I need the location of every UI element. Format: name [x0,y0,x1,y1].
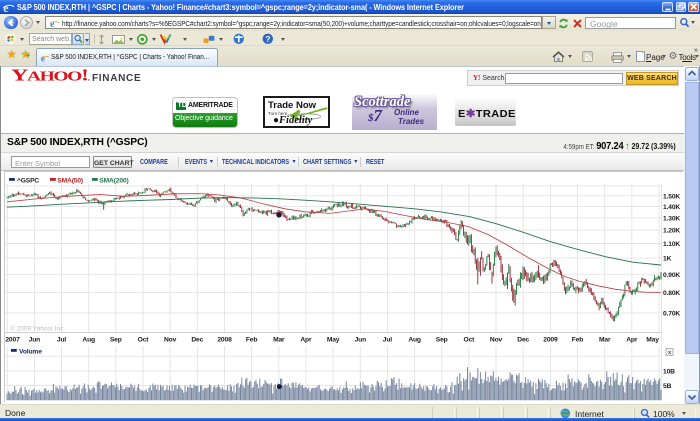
svg-text:e: e [41,53,45,63]
svg-text:Jun: Jun [355,337,367,344]
svg-text:2008: 2008 [217,337,232,344]
svg-text:Mar: Mar [273,337,285,344]
svg-text:e: e [3,1,9,14]
svg-text:Apr: Apr [626,337,638,344]
svg-text:10B: 10B [663,369,675,376]
svg-text:Aug: Aug [82,337,95,344]
svg-text:x: x [668,350,672,356]
svg-text:Volume: Volume [19,348,42,355]
svg-text:Feb: Feb [246,337,258,344]
svg-text:Jul: Jul [383,337,393,344]
svg-text:1.10K: 1.10K [663,241,680,248]
svg-text:0.90K: 0.90K [663,272,680,279]
svg-text:1.40K: 1.40K [663,204,680,211]
svg-text:Feb: Feb [572,337,584,344]
svg-text:Nov: Nov [164,337,177,344]
svg-text:Oct: Oct [138,337,150,344]
svg-text:Oct: Oct [464,337,476,344]
svg-text:© 2009 Yahoo! Inc.: © 2009 Yahoo! Inc. [10,325,65,333]
svg-text:e: e [50,19,55,29]
svg-text:Jun: Jun [29,337,41,344]
svg-text:1.20K: 1.20K [663,228,680,235]
svg-text:Dec: Dec [517,337,529,344]
svg-text:May: May [646,337,659,344]
svg-text:1.50K: 1.50K [663,193,680,200]
svg-text:0.80K: 0.80K [663,290,680,297]
svg-text:1K: 1K [663,256,672,263]
svg-text:1.30K: 1.30K [663,215,680,222]
svg-text:2009: 2009 [543,337,558,344]
svg-text:0.70K: 0.70K [663,311,680,318]
svg-text:Nov: Nov [490,337,503,344]
svg-text:5B: 5B [663,383,672,390]
svg-text:SMA(50): SMA(50) [57,177,83,184]
svg-text:^GSPC: ^GSPC [17,176,39,184]
svg-text:Apr: Apr [300,337,312,344]
svg-text:Mar: Mar [599,337,611,344]
svg-text:SMA(200): SMA(200) [99,177,128,184]
svg-text:Dec: Dec [191,337,203,344]
svg-text:Aug: Aug [408,337,421,344]
svg-text:Sep: Sep [436,337,448,344]
svg-text:Jul: Jul [57,337,67,344]
svg-text:Sep: Sep [110,337,122,344]
svg-text:May: May [327,337,340,344]
svg-text:?: ? [265,34,270,44]
svg-text:2007: 2007 [5,337,20,344]
